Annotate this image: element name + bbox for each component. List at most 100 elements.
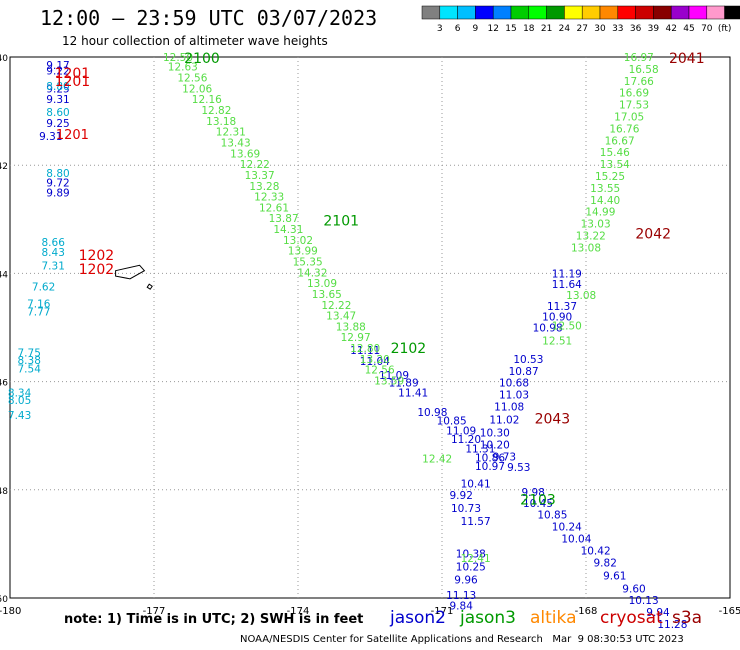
wave-height-value: 8.05 [8,395,31,407]
wave-height-value: 13.59 [374,376,404,388]
wave-height-value: 13.03 [581,219,611,231]
wave-height-value: 10.86 [475,452,505,464]
wave-height-value: 7.31 [42,260,65,272]
wave-height-value: 12.22 [321,300,351,312]
wave-height-value: 9.17 [46,60,69,72]
wave-height-value: 12.06 [182,83,212,95]
wave-height-value: 9.31 [39,131,62,143]
wave-height-value: 12.31 [216,127,246,139]
wave-height-value: 14.40 [590,195,620,207]
wave-height-value: 16.58 [629,64,659,76]
wave-height-value: 9.89 [46,187,69,199]
wave-height-value: 7.77 [27,306,50,318]
wave-height-value: 9.25 [46,83,69,95]
wave-height-value: 9.92 [450,490,473,502]
pass-time-label: 1202 [79,262,115,278]
islet-outline [146,283,153,290]
lon-tick-label: -174 [287,606,310,617]
wave-height-value: 13.28 [249,181,279,193]
wave-height-value: 8.60 [46,107,69,119]
wave-height-value: 13.22 [576,231,606,243]
wave-height-value: 10.90 [542,312,572,324]
lat-tick-label: 48 [0,487,8,497]
wave-height-value: 13.20 [360,354,390,366]
wave-height-value: 14.32 [297,267,327,279]
footnote: note: 1) Time is in UTC; 2) SWH is in fe… [64,612,364,627]
colorbar-label: 36 [630,24,642,34]
wave-height-value: 9.22 [46,66,69,78]
colorbar-label: 27 [576,24,587,34]
colorbar-swatch [724,5,740,20]
wave-height-value: 11.02 [489,414,519,426]
wave-height-value: 10.98 [533,323,563,335]
wave-height-value: 13.65 [312,289,342,301]
wave-height-value: 17.05 [614,112,644,124]
colorbar-legend: 3 6 9 12 15 18 21 24 27 30 33 36 39 42 45 70 (ft) [421,5,740,34]
wave-height-value: 9.31 [46,94,69,106]
wave-height-value: 10.38 [456,549,486,561]
wave-height-value: 11.57 [461,516,491,528]
wave-height-value: 11.03 [499,390,529,402]
wave-height-value: 13.09 [307,278,337,290]
lon-tick-label: -180 [0,606,21,617]
lon-tick-label: -165 [719,606,740,617]
wave-height-value: 7.43 [8,410,31,422]
wave-height-value: 17.66 [624,76,654,88]
wave-height-value: 16.69 [619,88,649,100]
colorbar-label: 24 [559,24,571,34]
wave-height-value: 8.80 [46,168,69,180]
wave-height-value: 13.99 [288,246,318,258]
pass-time-label: 2100 [184,51,220,67]
wave-height-value: 8.43 [42,247,65,259]
wave-height-value: 12.50 [552,320,582,332]
wave-height-value: 9.60 [622,583,645,595]
satellite-jason3: jason3 [460,608,516,628]
wave-height-value: 10.42 [581,545,611,557]
colorbar-label: 12 [487,24,498,34]
wave-height-value: 13.55 [590,183,620,195]
wave-height-value: 7.16 [27,299,51,311]
wave-height-value: 16.76 [609,123,639,135]
wave-height-value: 7.62 [32,281,55,293]
wave-height-value: 15.35 [293,256,323,268]
colorbar-label: (ft) [718,24,732,34]
pass-time-label: 1201 [55,74,91,90]
wave-height-value: 16.97 [624,52,654,64]
pass-time-label: 2042 [635,226,671,242]
wave-height-value: 10.85 [537,510,567,522]
wave-height-value: 13.08 [566,290,596,302]
lat-tick-label: 44 [0,270,8,280]
colorbar-label: 39 [648,24,660,34]
wave-height-value: 13.87 [269,213,299,225]
wave-height-value: 13.18 [206,116,236,128]
wave-height-value: 12.63 [168,62,198,74]
wave-height-value: 12.80 [350,343,380,355]
colorbar-label: 3 [437,24,443,34]
wave-height-value: 10.25 [456,562,486,574]
wave-height-value: 11.89 [389,378,419,390]
wave-height-value: 13.08 [571,242,601,254]
wave-height-value: 11.64 [552,279,582,291]
wave-height-value: 13.43 [221,137,251,149]
wave-height-value: 12.33 [254,192,284,204]
pass-time-label: 2102 [391,341,427,357]
island-outline [115,264,146,280]
wave-height-value: 11.19 [552,268,582,280]
wave-height-value: 11.37 [547,301,577,313]
colorbar-label: 45 [683,24,694,34]
wave-height-value: 10.04 [561,533,591,545]
wave-height-value: 10.20 [480,439,510,451]
pass-time-label: 1201 [56,128,89,143]
pass-time-label: 2101 [323,213,359,229]
lon-tick-label: -171 [431,606,454,617]
wave-height-value: 9.84 [450,601,474,613]
wave-height-value: 10.68 [499,378,529,390]
colorbar-label: 21 [541,24,552,34]
satellite-s3a: s3a [672,608,703,628]
satellite-jason2: jason2 [390,608,446,628]
wave-height-value: 8.34 [8,387,32,399]
wave-height-value: 10.41 [461,478,491,490]
wave-height-value: 11.41 [398,387,428,399]
lat-tick-label: 50 [0,595,8,605]
